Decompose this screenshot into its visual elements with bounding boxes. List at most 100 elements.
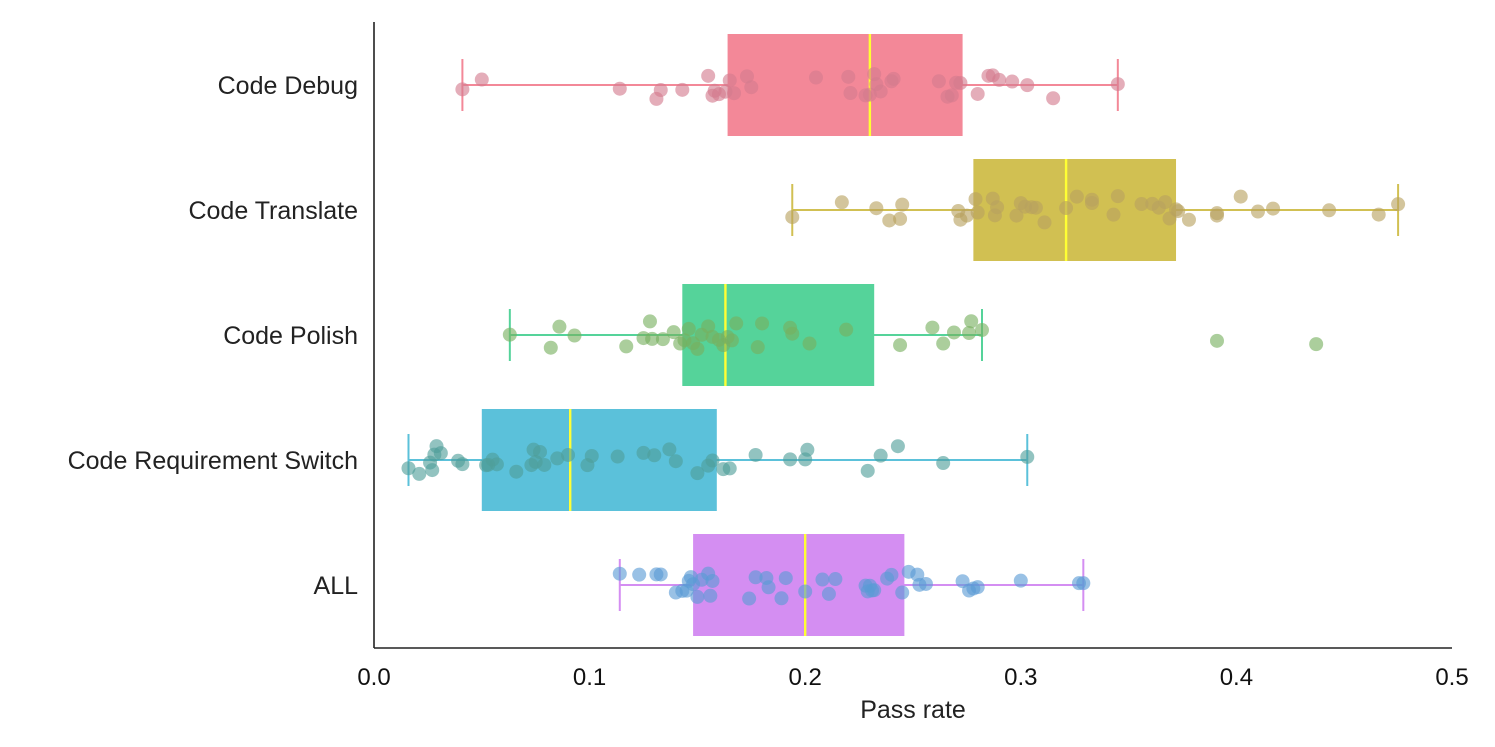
data-point bbox=[1106, 207, 1121, 222]
data-point bbox=[552, 319, 567, 334]
data-point bbox=[645, 331, 660, 346]
data-point bbox=[1391, 197, 1406, 212]
data-point bbox=[778, 571, 793, 586]
data-point bbox=[886, 71, 901, 86]
data-point bbox=[675, 82, 690, 97]
data-point bbox=[636, 445, 651, 460]
data-point bbox=[690, 589, 705, 604]
data-point bbox=[755, 316, 770, 331]
plot-area bbox=[401, 34, 1406, 636]
data-point bbox=[925, 320, 940, 335]
data-point bbox=[1209, 208, 1224, 223]
data-point bbox=[1069, 189, 1084, 204]
data-point bbox=[834, 195, 849, 210]
data-point bbox=[798, 584, 813, 599]
data-point bbox=[1250, 204, 1265, 219]
x-tick-label: 0.5 bbox=[1435, 664, 1468, 691]
data-point bbox=[750, 340, 765, 355]
data-point bbox=[862, 87, 877, 102]
data-point bbox=[962, 326, 977, 341]
data-point bbox=[653, 83, 668, 98]
data-point bbox=[895, 585, 910, 600]
data-point bbox=[742, 591, 757, 606]
data-point bbox=[970, 86, 985, 101]
data-point bbox=[974, 323, 989, 338]
data-point bbox=[619, 339, 634, 354]
data-point bbox=[1371, 207, 1386, 222]
data-point bbox=[1028, 200, 1043, 215]
data-point bbox=[705, 453, 720, 468]
data-point bbox=[959, 208, 974, 223]
category-labels: Code Debug Code Translate Code Polish Code … bbox=[68, 72, 359, 600]
data-point bbox=[722, 461, 737, 476]
data-point bbox=[550, 451, 565, 466]
data-point bbox=[843, 86, 858, 101]
data-point bbox=[537, 457, 552, 472]
data-point bbox=[936, 336, 951, 351]
data-point bbox=[808, 70, 823, 85]
data-point bbox=[610, 449, 625, 464]
data-point bbox=[489, 457, 504, 472]
data-point bbox=[724, 333, 739, 348]
data-point bbox=[1110, 189, 1125, 204]
data-point bbox=[882, 213, 897, 228]
data-point bbox=[502, 327, 517, 342]
data-point bbox=[612, 81, 627, 96]
data-point bbox=[748, 570, 763, 585]
data-point bbox=[739, 69, 754, 84]
data-point bbox=[970, 580, 985, 595]
data-point bbox=[1322, 203, 1337, 218]
data-point bbox=[785, 326, 800, 341]
data-point bbox=[401, 461, 416, 476]
category-label: Code Translate bbox=[188, 197, 358, 225]
data-point bbox=[884, 567, 899, 582]
data-point bbox=[455, 82, 470, 97]
data-point bbox=[632, 567, 647, 582]
data-point bbox=[690, 341, 705, 356]
data-point bbox=[655, 332, 670, 347]
data-point bbox=[455, 457, 470, 472]
data-point bbox=[774, 591, 789, 606]
data-point bbox=[1059, 201, 1074, 216]
data-point bbox=[992, 72, 1007, 87]
data-point bbox=[815, 572, 830, 587]
data-point bbox=[1020, 449, 1035, 464]
data-point bbox=[783, 452, 798, 467]
data-point bbox=[821, 586, 836, 601]
x-tick-label: 0.1 bbox=[573, 664, 606, 691]
data-point bbox=[839, 322, 854, 337]
data-point bbox=[727, 86, 742, 101]
data-point bbox=[936, 456, 951, 471]
data-point bbox=[1134, 197, 1149, 212]
iqr-box bbox=[973, 159, 1177, 261]
data-point bbox=[612, 566, 627, 581]
category-group bbox=[502, 284, 1324, 386]
category-group bbox=[401, 409, 1035, 511]
data-point bbox=[867, 583, 882, 598]
x-axis-title: Pass rate bbox=[860, 696, 966, 724]
iqr-box bbox=[727, 34, 963, 136]
data-point bbox=[1013, 573, 1028, 588]
data-point bbox=[918, 576, 933, 591]
data-point bbox=[1158, 195, 1173, 210]
data-point bbox=[701, 68, 716, 83]
data-point bbox=[668, 454, 683, 469]
data-point bbox=[703, 588, 718, 603]
category-group bbox=[455, 34, 1125, 136]
data-point bbox=[1009, 208, 1024, 223]
data-point bbox=[1005, 74, 1020, 89]
data-point bbox=[893, 338, 908, 353]
data-point bbox=[869, 201, 884, 216]
data-point bbox=[744, 80, 759, 95]
data-point bbox=[1181, 212, 1196, 227]
data-point bbox=[584, 448, 599, 463]
data-point bbox=[509, 464, 524, 479]
data-point bbox=[964, 314, 979, 329]
data-point bbox=[533, 444, 548, 459]
category-label: ALL bbox=[314, 572, 359, 600]
data-point bbox=[662, 442, 677, 457]
data-point bbox=[642, 314, 657, 329]
axes bbox=[373, 22, 1452, 649]
data-point bbox=[425, 463, 440, 478]
data-point bbox=[953, 76, 968, 91]
